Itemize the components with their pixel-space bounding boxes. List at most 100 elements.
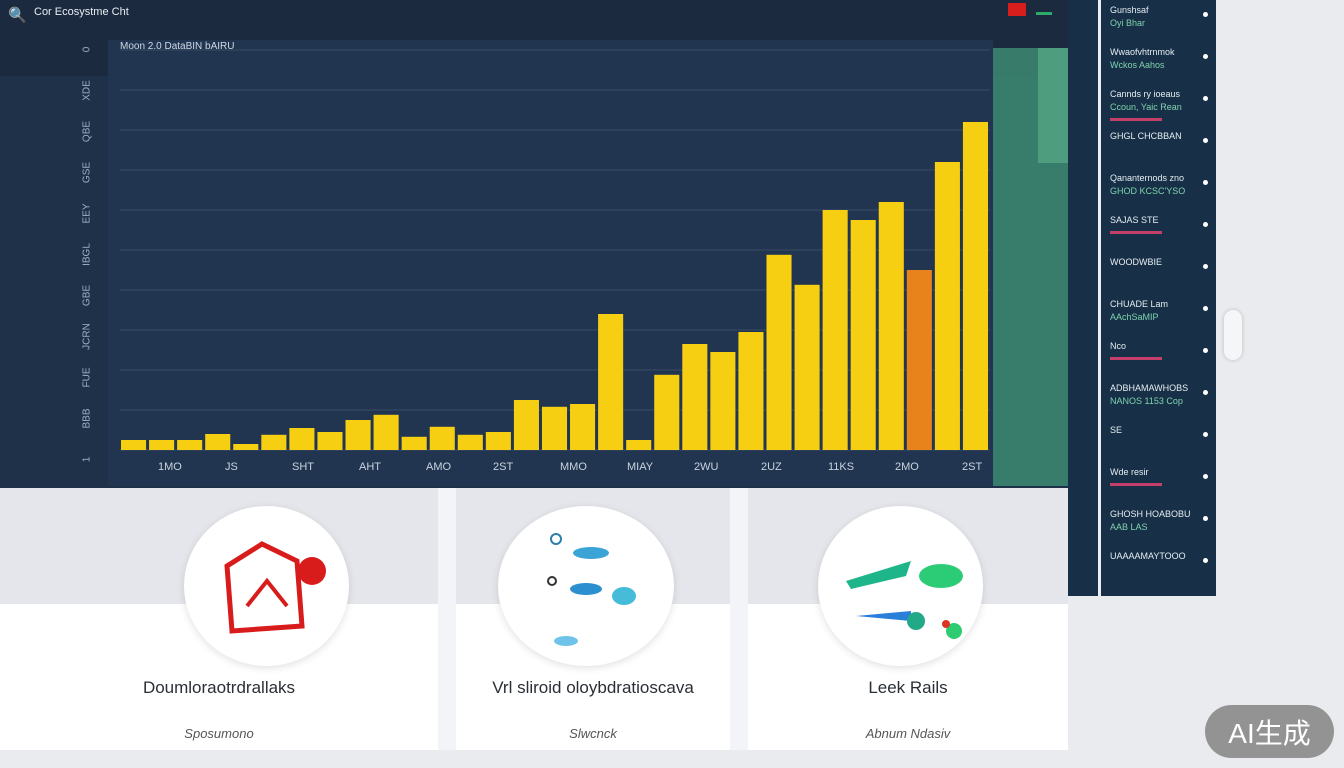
bar	[485, 432, 511, 450]
x-tick-label: 2ST	[962, 461, 983, 473]
edit-icon[interactable]	[1203, 558, 1208, 563]
sidebar-item-subtitle: Ccoun, Yaic Rean	[1110, 102, 1182, 112]
status-indicator-red	[1008, 3, 1026, 16]
sidebar-item[interactable]: Cannds ry ioeaus Ccoun, Yaic Rean	[1110, 88, 1205, 121]
x-tick-label: 11KS	[828, 461, 855, 473]
bar	[429, 426, 455, 450]
y-tick-label: FUE	[81, 367, 93, 388]
chart-title: Moon 2.0 DataBIN bAIRU	[120, 41, 235, 52]
fish-icon	[498, 506, 674, 666]
tools-icon	[818, 506, 983, 666]
card-subtitle: Abnum Ndasiv	[865, 726, 951, 741]
bar	[682, 344, 708, 450]
x-tick-label: MMO	[560, 461, 587, 473]
x-tick-label: 2WU	[694, 461, 719, 473]
sidebar-item[interactable]: Wwaofvhtrnmok Wckos Aahos	[1110, 46, 1205, 72]
edit-icon[interactable]	[1203, 222, 1208, 227]
bar	[766, 254, 792, 450]
edit-icon[interactable]	[1203, 348, 1208, 353]
sidebar-item[interactable]: SE	[1110, 424, 1205, 437]
y-tick-label: GSE	[81, 161, 93, 184]
sidebar-item[interactable]: CHUADE Lam AAchSaMIP	[1110, 298, 1205, 324]
sidebar-item-title: Gunshsaf	[1110, 5, 1149, 15]
sidebar-item[interactable]: ADBHAMAWHOBS NANOS 1153 Cop	[1110, 382, 1205, 408]
sidebar-item-subtitle: Oyi Bhar	[1110, 18, 1146, 28]
sidebar-item[interactable]: SAJAS STE	[1110, 214, 1205, 234]
ai-generated-badge: AI生成	[1205, 705, 1334, 758]
edit-icon[interactable]	[1203, 138, 1208, 143]
sidebar-item-title: GHOSH HOABOBU	[1110, 509, 1191, 519]
y-tick-label: IBGL	[81, 243, 93, 266]
sidebar-item-title: ADBHAMAWHOBS	[1110, 383, 1189, 393]
sidebar-item[interactable]: GHGL CHCBBAN	[1110, 130, 1205, 143]
scroll-handle[interactable]	[1224, 310, 1242, 360]
bar	[710, 352, 736, 450]
x-tick-label: 2UZ	[761, 461, 782, 473]
card[interactable]: Doumloraotrdrallaks Sposumono	[0, 488, 438, 750]
bar	[878, 202, 904, 450]
bar	[850, 220, 876, 450]
progress-bar	[1110, 118, 1163, 121]
card[interactable]: Vrl sliroid oloybdratioscava Slwcnck	[456, 488, 730, 750]
x-tick-label: MIAY	[627, 461, 654, 473]
bar	[149, 440, 175, 450]
bar	[541, 406, 568, 450]
edit-icon[interactable]	[1203, 432, 1208, 437]
bar	[205, 434, 231, 450]
edit-icon[interactable]	[1203, 12, 1208, 17]
edit-icon[interactable]	[1203, 474, 1208, 479]
bar-chart	[120, 49, 990, 451]
sidebar-item-title: UAAAAMAYTOOO	[1110, 551, 1186, 561]
bar	[121, 440, 147, 450]
sidebar-item-subtitle: GHOD KCSC'YSO	[1110, 186, 1186, 196]
edit-icon[interactable]	[1203, 264, 1208, 269]
edit-icon[interactable]	[1203, 96, 1208, 101]
alarm-clock-icon	[184, 506, 349, 666]
y-tick-label: BBB	[81, 408, 93, 429]
edit-icon[interactable]	[1203, 306, 1208, 311]
x-tick-label: AHT	[359, 461, 381, 473]
bar	[794, 284, 820, 450]
y-tick-label: GBE	[81, 284, 93, 307]
card-subtitle: Slwcnck	[569, 726, 617, 741]
sidebar-item-title: SAJAS STE	[1110, 215, 1159, 225]
bar	[373, 414, 399, 450]
sidebar-item[interactable]: Qananternods zno GHOD KCSC'YSO	[1110, 172, 1205, 198]
sidebar-item[interactable]: Wde resir	[1110, 466, 1205, 486]
sidebar-item[interactable]: GHOSH HOABOBU AAB LAS	[1110, 508, 1205, 534]
bar	[626, 440, 652, 450]
card-title: Vrl sliroid oloybdratioscava	[492, 678, 694, 697]
sidebar-item-title: Nco	[1110, 341, 1127, 351]
bar	[345, 420, 371, 450]
sidebar-item[interactable]: UAAAAMAYTOOO	[1110, 550, 1205, 563]
bar	[317, 432, 343, 450]
cards-section: Doumloraotrdrallaks Sposumono Vrl sliroi…	[0, 488, 1068, 750]
bar	[401, 436, 427, 450]
bar	[738, 332, 764, 450]
y-tick-label: QBE	[81, 120, 93, 143]
bar	[906, 270, 932, 450]
y-tick-label: EEY	[81, 203, 93, 224]
edit-icon[interactable]	[1203, 54, 1208, 59]
y-tick-label: 1	[81, 456, 93, 463]
edit-icon[interactable]	[1203, 516, 1208, 521]
bar	[233, 444, 259, 450]
edit-icon[interactable]	[1203, 180, 1208, 185]
x-tick-label: SHT	[292, 461, 314, 473]
progress-bar	[1110, 483, 1163, 486]
y-tick-label: XDE	[81, 80, 93, 101]
bar	[513, 400, 539, 450]
bar	[598, 314, 624, 450]
sidebar-item[interactable]: Gunshsaf Oyi Bhar	[1110, 4, 1205, 30]
card-title: Doumloraotrdrallaks	[142, 678, 296, 697]
card[interactable]: Leek Rails Abnum Ndasiv	[748, 488, 1068, 750]
bar	[934, 162, 960, 450]
sidebar-item-subtitle: NANOS 1153 Cop	[1110, 396, 1183, 406]
sidebar-item[interactable]: Nco	[1110, 340, 1205, 360]
bar	[570, 404, 596, 450]
edit-icon[interactable]	[1203, 390, 1208, 395]
sidebar-item[interactable]: WOODWBIE	[1110, 256, 1205, 269]
sidebar-item-subtitle: AAB LAS	[1110, 522, 1148, 532]
x-tick-label: JS	[225, 461, 238, 473]
sidebar-item-title: CHUADE Lam	[1110, 299, 1169, 309]
